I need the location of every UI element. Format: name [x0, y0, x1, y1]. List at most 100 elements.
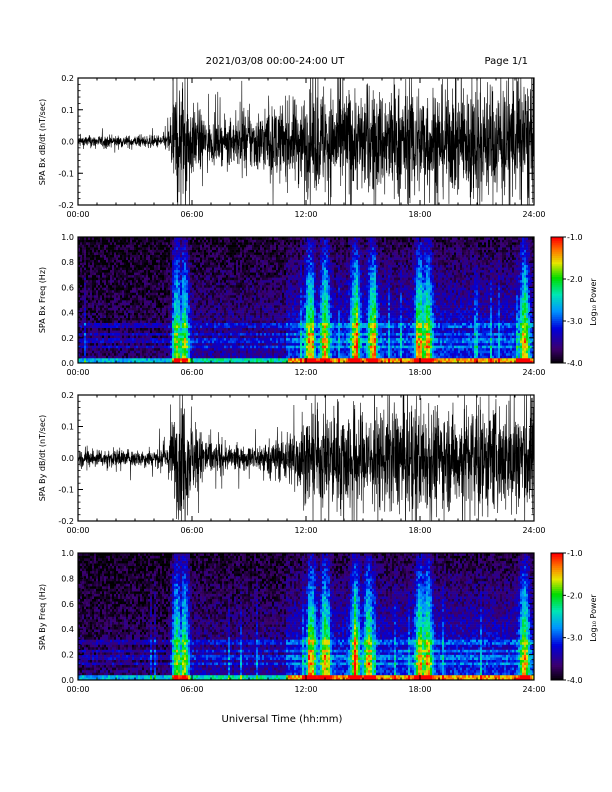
spectrogram-cell	[78, 269, 81, 273]
spectrogram-cell	[140, 350, 143, 354]
spectrogram-cell	[166, 360, 169, 364]
spectrogram-cell	[166, 320, 169, 323]
spectrogram-cell	[176, 350, 179, 354]
spectrogram-cell	[170, 254, 173, 258]
spectrogram-cell	[156, 264, 159, 268]
spectrogram-cell	[126, 269, 129, 273]
y-tick-label: -0.2	[58, 201, 74, 210]
spectrogram-cell	[184, 277, 187, 281]
spectrogram-cell	[186, 247, 189, 250]
spectrogram-cell	[84, 272, 87, 276]
spectrogram-cell	[234, 289, 237, 293]
spectrogram-cell	[120, 287, 123, 291]
spectrogram-cell	[110, 317, 113, 321]
spectrogram-cell	[144, 350, 147, 354]
spectrogram-cell	[242, 310, 245, 313]
spectrogram-cell	[96, 244, 99, 248]
spectrogram-cell	[138, 262, 141, 266]
spectrogram-cell	[174, 317, 177, 321]
spectrogram-cell	[174, 300, 177, 303]
spectrogram-cell	[178, 320, 181, 323]
spectrogram-cell	[92, 282, 95, 286]
spectrogram-cell	[190, 287, 193, 291]
spectrogram-cell	[182, 242, 185, 245]
spectrogram-cell	[188, 317, 191, 321]
spectrogram-cell	[178, 345, 181, 349]
spectrogram-cell	[184, 312, 187, 316]
spectrogram-cell	[244, 272, 247, 276]
spectrogram-cell	[236, 352, 239, 356]
spectrogram-cell	[128, 292, 131, 296]
spectrogram-cell	[234, 307, 237, 311]
spectrogram-cell	[254, 352, 257, 356]
spectrogram-cell	[226, 269, 229, 273]
spectrogram-cell	[134, 289, 137, 293]
spectrogram-cell	[164, 237, 167, 240]
spectrogram-cell	[102, 302, 105, 306]
spectrogram-cell	[180, 274, 183, 278]
spectrogram-cell	[80, 254, 83, 258]
spectrogram-cell	[194, 294, 197, 298]
spectrogram-cell	[222, 312, 225, 316]
spectrogram-cell	[244, 287, 247, 291]
spectrogram-cell	[88, 294, 91, 298]
spectrogram-cell	[238, 237, 241, 240]
spectrogram-cell	[260, 272, 263, 276]
spectrogram-cell	[176, 257, 179, 260]
spectrogram-cell	[264, 330, 267, 334]
spectrogram-cell	[272, 345, 275, 349]
spectrogram-cell	[84, 262, 87, 266]
spectrogram-cell	[248, 322, 251, 326]
spectrogram-cell	[118, 297, 121, 301]
spectrogram-cell	[112, 252, 115, 255]
spectrogram-cell	[170, 294, 173, 298]
spectrogram-cell	[136, 262, 139, 266]
spectrogram-cell	[190, 342, 193, 346]
spectrogram-cell	[248, 294, 251, 298]
spectrogram-cell	[216, 327, 219, 331]
spectrogram-cell	[168, 302, 171, 306]
spectrogram-cell	[270, 337, 273, 341]
spectrogram-cell	[122, 272, 125, 276]
spectrogram-cell	[202, 337, 205, 341]
spectrogram-cell	[92, 360, 95, 364]
spectrogram-cell	[236, 277, 239, 281]
spectrogram-cell	[270, 350, 273, 354]
spectrogram-cell	[90, 277, 93, 281]
spectrogram-cell	[110, 269, 113, 273]
spectrogram-cell	[126, 294, 129, 298]
spectrogram-cell	[188, 340, 191, 344]
spectrogram-cell	[136, 302, 139, 306]
spectrogram-cell	[198, 272, 201, 276]
spectrogram-cell	[196, 237, 199, 240]
spectrogram-cell	[168, 239, 171, 243]
spectrogram-cell	[216, 320, 219, 323]
spectrogram-cell	[102, 252, 105, 255]
spectrogram-cell	[174, 257, 177, 260]
spectrogram-cell	[220, 305, 223, 308]
spectrogram-cell	[124, 352, 127, 356]
spectrogram-cell	[122, 302, 125, 306]
spectrogram-cell	[228, 244, 231, 248]
spectrogram-cell	[218, 264, 221, 268]
spectrogram-cell	[102, 342, 105, 346]
spectrogram-cell	[252, 239, 255, 243]
spectrogram-cell	[82, 297, 85, 301]
spectrogram-cell	[86, 300, 89, 303]
spectrogram-cell	[96, 269, 99, 273]
spectrogram-cell	[144, 300, 147, 303]
spectrogram-cell	[200, 337, 203, 341]
spectrogram-cell	[90, 274, 93, 278]
spectrogram-cell	[100, 332, 103, 336]
spectrogram-cell	[154, 262, 157, 266]
spectrogram-cell	[240, 337, 243, 341]
spectrogram-cell	[138, 360, 141, 364]
spectrogram-cell	[96, 350, 99, 354]
spectrogram-cell	[142, 310, 145, 313]
spectrogram-cell	[88, 322, 91, 326]
spectrogram-cell	[142, 277, 145, 281]
spectrogram-cell	[124, 305, 127, 308]
spectrogram-cell	[198, 312, 201, 316]
spectrogram-cell	[224, 239, 227, 243]
spectrogram-cell	[120, 239, 123, 243]
